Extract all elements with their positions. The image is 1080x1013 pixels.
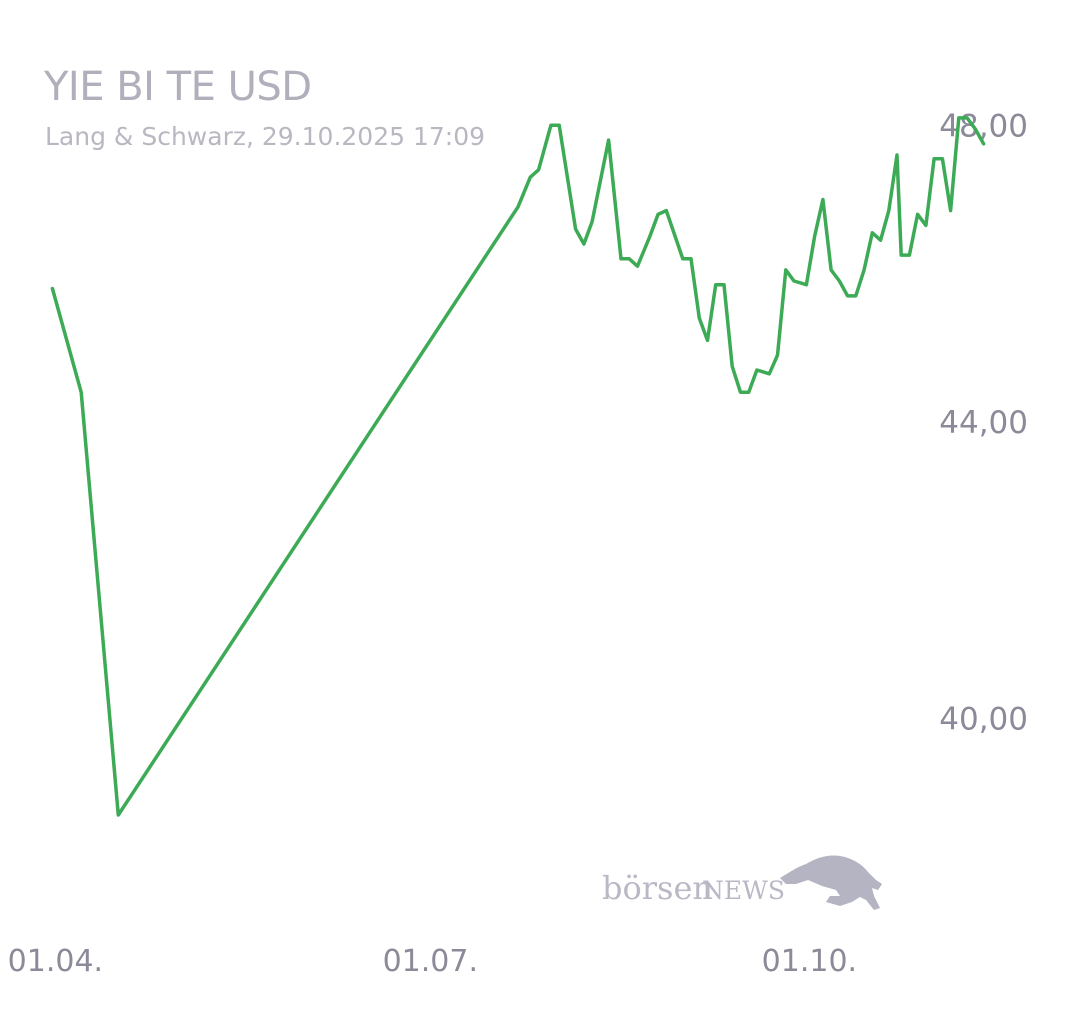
x-tick-label: 01.10. [762,944,857,979]
x-tick-label: 01.07. [383,944,478,979]
chart-subtitle: Lang & Schwarz, 29.10.2025 17:09 [45,122,486,151]
chart-title: YIE BI TE USD [44,64,312,110]
watermark: börsen NEWS [602,855,882,910]
y-tick-label: 44,00 [939,405,1028,441]
x-tick-label: 01.04. [8,944,103,979]
watermark-brand-lower: börsen [602,869,713,907]
y-tick-label: 40,00 [939,702,1028,738]
bull-icon [780,855,882,910]
y-tick-label: 48,00 [939,108,1028,144]
x-axis: 01.04. 01.07. 01.10. [8,944,857,979]
watermark-brand-upper: NEWS [702,876,785,905]
price-series-line [50,116,986,817]
y-axis: 48,00 44,00 40,00 [939,108,1028,737]
